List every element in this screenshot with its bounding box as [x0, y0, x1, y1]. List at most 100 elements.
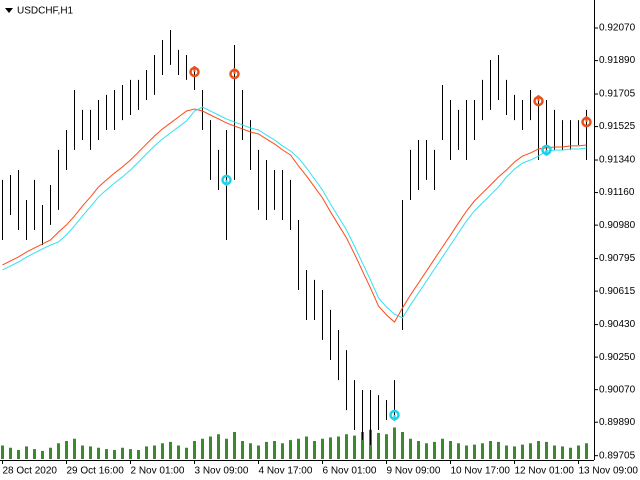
volume-bar [529, 443, 532, 459]
x-tick-label: 6 Nov 01:00 [323, 466, 377, 477]
y-tick-label: 0.91890 [599, 55, 636, 66]
volume-bar [313, 441, 316, 459]
volume-bar [169, 441, 172, 459]
volume-bar [105, 449, 108, 459]
volume-bar [217, 434, 220, 459]
volume-bar [449, 441, 452, 459]
x-tick-label: 2 Nov 01:00 [131, 466, 185, 477]
volume-bar [481, 443, 484, 459]
volume-bar [297, 438, 300, 459]
volume-bar [465, 445, 468, 459]
volume-bar [497, 441, 500, 459]
volume-bar [113, 450, 116, 459]
sell-signal [581, 116, 592, 128]
volume-bar [281, 443, 284, 459]
buy-signal [221, 174, 232, 186]
volume-bar [81, 445, 84, 459]
volume-bar [121, 447, 124, 459]
volume-bar [337, 436, 340, 459]
volume-bar [361, 432, 364, 459]
y-tick-label: 0.89705 [599, 450, 636, 461]
y-tick-label: 0.91705 [599, 89, 636, 100]
volume-bar [561, 446, 564, 459]
y-tick-label: 0.90980 [599, 220, 636, 231]
volume-bar [41, 450, 44, 459]
volume-bar [73, 438, 76, 459]
x-tick-label: 4 Nov 17:00 [259, 466, 313, 477]
volume-bar [585, 443, 588, 459]
volume-bar [257, 445, 260, 459]
volume-bar [153, 445, 156, 459]
volume-bar [249, 443, 252, 459]
sell-signal [229, 67, 240, 80]
volume-bar [265, 441, 268, 459]
y-tick-label: 0.90070 [599, 384, 636, 395]
y-tick-label: 0.89890 [599, 417, 636, 428]
volume-bar [489, 441, 492, 459]
sell-signal [189, 65, 200, 78]
y-tick-label: 0.91160 [599, 187, 635, 198]
volume-bar [209, 436, 212, 459]
volume-bar [409, 438, 412, 459]
volume-bar [233, 432, 236, 459]
x-tick-label: 10 Nov 17:00 [451, 466, 511, 477]
x-tick-label: 29 Oct 16:00 [67, 466, 125, 477]
volume-bar [145, 446, 148, 459]
volume-bar [441, 438, 444, 459]
volume-bar [9, 447, 12, 459]
volume-bar [161, 443, 164, 459]
volume-bar [225, 438, 228, 459]
volume-bar [89, 446, 92, 459]
volume-bar [33, 449, 36, 459]
volume-bar [49, 447, 52, 459]
sell-signal [533, 95, 544, 107]
volume-bar [353, 435, 356, 459]
volume-bar [65, 441, 68, 459]
x-tick-label: 3 Nov 09:00 [195, 466, 249, 477]
y-tick-label: 0.91525 [599, 121, 636, 132]
y-tick-label: 0.90250 [599, 352, 636, 363]
volume-bar [513, 446, 516, 459]
buy-signal [541, 144, 552, 156]
volume-bar [553, 445, 556, 459]
y-tick-label: 0.90430 [599, 319, 636, 330]
x-tick-label: 13 Nov 09:00 [579, 466, 639, 477]
volume-bar [185, 447, 188, 459]
volume-bar [457, 443, 460, 459]
y-tick-label: 0.90615 [599, 286, 636, 297]
volume-bar [129, 449, 132, 459]
volume-bar [305, 436, 308, 459]
moving-average [2, 106, 587, 319]
volume-bar [473, 444, 476, 459]
y-tick-label: 0.92070 [599, 23, 636, 34]
volume-bar [329, 437, 332, 459]
volume-bar [377, 432, 380, 459]
volume-bar [321, 438, 324, 459]
volume-bar [537, 441, 540, 459]
volume-bar [545, 441, 548, 459]
volume-bar [505, 445, 508, 459]
volume-bar [137, 450, 140, 459]
volume-bar [521, 444, 524, 459]
volume-bar [241, 441, 244, 459]
volume-bar [177, 445, 180, 459]
volume-bar [425, 443, 428, 459]
volume-bar [289, 440, 292, 459]
volume-bar [401, 432, 404, 459]
volume-bar [577, 445, 580, 459]
volume-bar [569, 447, 572, 459]
volume-bar [97, 447, 100, 459]
volume-bar [273, 441, 276, 459]
y-tick-label: 0.90795 [599, 253, 636, 264]
volume-bar [201, 438, 204, 459]
moving-average [2, 108, 587, 323]
volume-bar [345, 434, 348, 459]
volume-bar [193, 441, 196, 459]
volume-bar [393, 427, 396, 459]
volume-bar [385, 434, 388, 459]
volume-bar [25, 446, 28, 459]
menu-triangle[interactable] [5, 8, 13, 13]
x-tick-label: 9 Nov 09:00 [387, 466, 441, 477]
